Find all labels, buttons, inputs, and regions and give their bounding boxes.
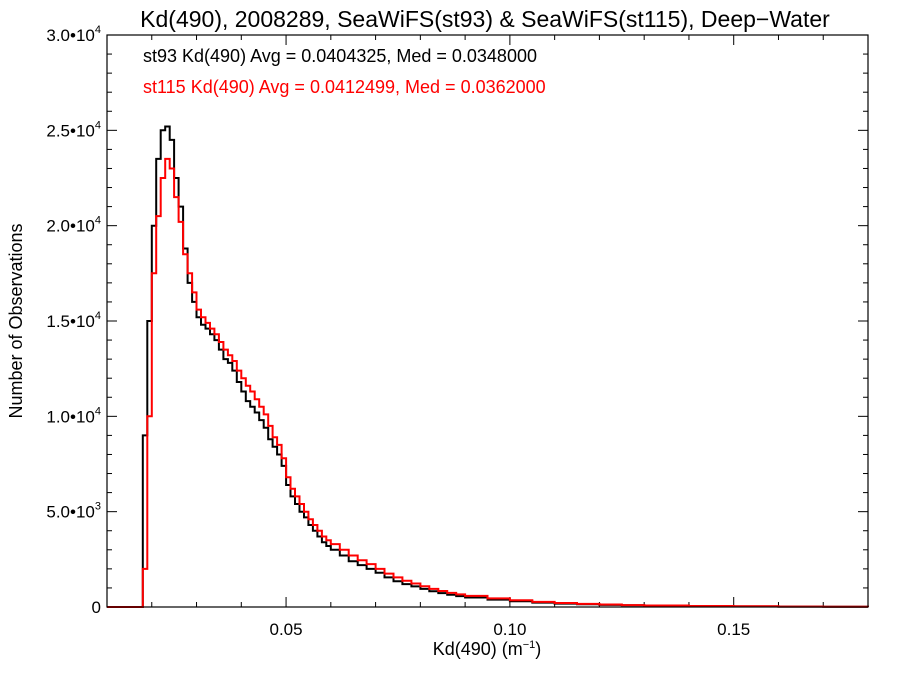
x-tick-label: 0.15 bbox=[717, 620, 750, 639]
y-tick-label: 3.0•104 bbox=[46, 24, 101, 45]
x-axis: 0.05 0.10 0.15 bbox=[151, 35, 824, 639]
y-tick-exponent: 4 bbox=[95, 405, 101, 417]
x-axis-label-main: Kd(490) (m bbox=[433, 639, 523, 659]
y-tick-label: 1.5•104 bbox=[46, 310, 101, 331]
x-axis-label-sup: −1 bbox=[523, 639, 536, 651]
plot-frame bbox=[106, 34, 869, 608]
y-tick-label: 1.0•104 bbox=[46, 405, 101, 426]
x-tick-label: 0.10 bbox=[493, 620, 526, 639]
histogram-series bbox=[107, 125, 869, 608]
y-axis: 05.0•1031.0•1041.5•1042.0•1042.5•1043.0•… bbox=[46, 24, 868, 617]
y-tick-mantissa: 2.0•10 bbox=[46, 217, 95, 236]
x-tick-label: 0.05 bbox=[270, 620, 303, 639]
y-tick-exponent: 4 bbox=[95, 119, 101, 131]
st93-stats-label: st93 Kd(490) Avg = 0.0404325, Med = 0.03… bbox=[143, 46, 537, 66]
y-tick-exponent: 4 bbox=[95, 310, 101, 322]
y-tick-label: 5.0•103 bbox=[46, 501, 101, 522]
x-axis-label-close: ) bbox=[535, 639, 541, 659]
y-tick-exponent: 4 bbox=[95, 215, 101, 227]
y-tick-mantissa: 0 bbox=[92, 598, 101, 617]
y-tick-mantissa: 1.0•10 bbox=[46, 407, 95, 426]
y-tick-label: 2.0•104 bbox=[46, 215, 101, 236]
y-tick-exponent: 3 bbox=[95, 501, 101, 513]
y-tick-mantissa: 3.0•10 bbox=[46, 26, 95, 45]
series-st115-line bbox=[107, 157, 869, 608]
y-tick-label: 0 bbox=[92, 598, 101, 617]
chart-title: Kd(490), 2008289, SeaWiFS(st93) & SeaWiF… bbox=[140, 6, 830, 32]
y-tick-exponent: 4 bbox=[95, 24, 101, 36]
series-st93-line bbox=[107, 125, 869, 608]
st115-stats-label: st115 Kd(490) Avg = 0.0412499, Med = 0.0… bbox=[143, 77, 546, 97]
x-axis-label: Kd(490) (m−1) bbox=[433, 639, 542, 659]
y-tick-mantissa: 2.5•10 bbox=[46, 121, 95, 140]
y-axis-label: Number of Observations bbox=[6, 223, 26, 418]
y-tick-mantissa: 5.0•10 bbox=[46, 503, 95, 522]
y-tick-label: 2.5•104 bbox=[46, 119, 101, 140]
y-tick-mantissa: 1.5•10 bbox=[46, 312, 95, 331]
